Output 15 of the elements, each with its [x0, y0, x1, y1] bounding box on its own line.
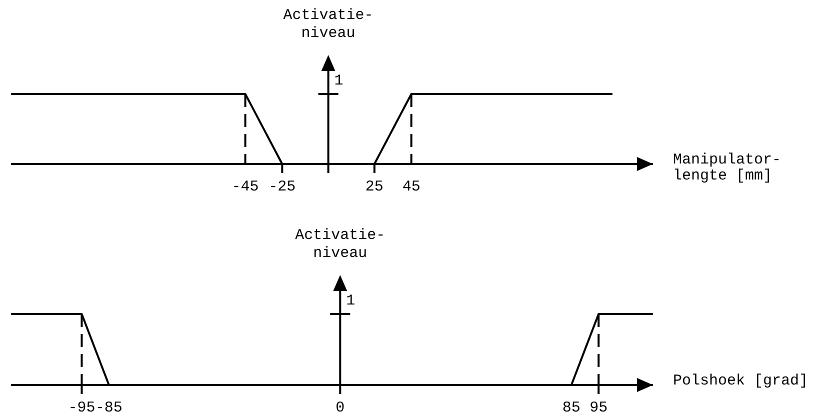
x-tick-label: -95: [68, 400, 96, 416]
x-tick-label: 45: [402, 178, 420, 196]
x-tick-label: -85: [95, 400, 122, 416]
x-tick-label: -25: [268, 178, 296, 196]
x-tick-label: -45: [232, 178, 259, 196]
x-tick-label: 85: [562, 400, 580, 416]
text: 1: [334, 72, 344, 90]
x-tick-label: 95: [590, 400, 608, 416]
text: 1: [346, 292, 356, 310]
x-axis-title: Manipulator- lengte [mm]: [673, 151, 782, 184]
x-tick-label: 0: [336, 400, 345, 416]
y-axis-title: Activatie- niveau: [295, 226, 386, 262]
x-tick-label: 25: [365, 178, 384, 196]
x-axis-title: Polshoek [grad]: [673, 372, 808, 389]
y-axis-title: Activatie- niveau: [283, 6, 374, 42]
